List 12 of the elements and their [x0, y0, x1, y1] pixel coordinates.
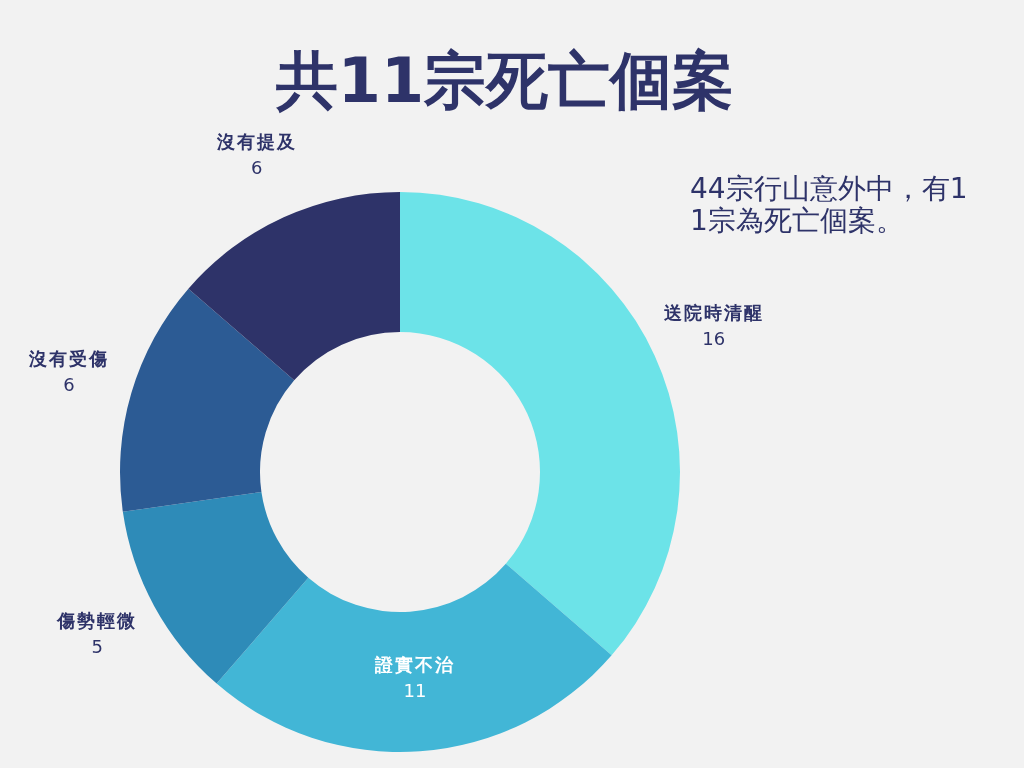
data-label: 11	[403, 680, 427, 702]
text: 44宗行山意外中，有11宗為死亡個案。	[690, 172, 968, 237]
chart-title: 共11宗死亡個案	[274, 44, 735, 117]
slice-label: 送院時清醒	[662, 301, 764, 323]
slice-label: 證實不治	[373, 654, 455, 676]
slice-label: 沒有提及	[215, 131, 297, 153]
slice-label: 沒有受傷	[27, 347, 109, 369]
slice-label: 傷勢輕微	[56, 610, 138, 632]
data-label: 6	[63, 373, 75, 395]
data-label: 16	[702, 327, 726, 349]
data-label: 5	[91, 636, 103, 658]
data-label: 6	[250, 157, 263, 179]
